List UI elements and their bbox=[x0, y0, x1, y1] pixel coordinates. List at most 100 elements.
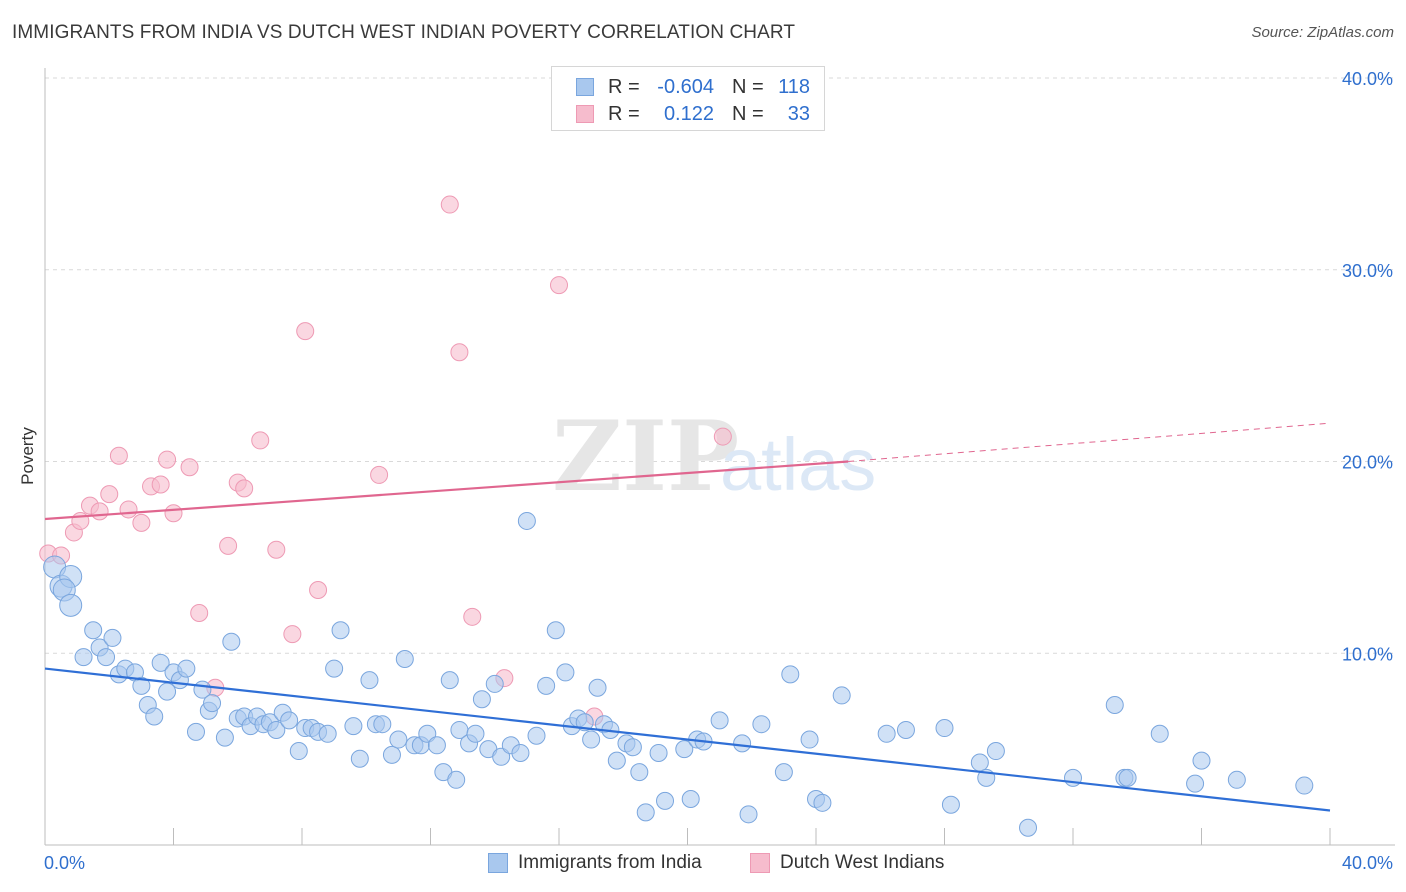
legend-n-label: N = bbox=[732, 75, 764, 98]
data-point-dutch-west-indians bbox=[190, 603, 209, 622]
data-point-immigrants-from-india bbox=[203, 694, 222, 713]
data-point-immigrants-from-india bbox=[373, 715, 392, 734]
trend-lines bbox=[44, 422, 1331, 812]
data-point-dutch-west-indians bbox=[309, 580, 328, 599]
data-point-immigrants-from-india bbox=[935, 719, 954, 738]
data-point-immigrants-from-india bbox=[360, 671, 379, 690]
data-point-immigrants-from-india bbox=[675, 740, 694, 759]
data-point-immigrants-from-india bbox=[59, 593, 83, 617]
data-point-immigrants-from-india bbox=[556, 663, 575, 682]
legend-r-label: R = bbox=[608, 102, 640, 125]
data-point-immigrants-from-india bbox=[350, 749, 369, 768]
data-point-immigrants-from-india bbox=[877, 724, 896, 743]
trend-line-dutch-extension bbox=[848, 422, 1331, 462]
data-point-immigrants-from-india bbox=[710, 711, 729, 730]
data-point-immigrants-from-india bbox=[681, 789, 700, 808]
data-point-dutch-west-indians bbox=[450, 343, 469, 362]
chart-title: IMMIGRANTS FROM INDIA VS DUTCH WEST INDI… bbox=[12, 22, 796, 43]
data-point-immigrants-from-india bbox=[1227, 770, 1246, 789]
data-point-immigrants-from-india bbox=[1186, 774, 1205, 793]
data-point-dutch-west-indians bbox=[267, 540, 286, 559]
data-point-immigrants-from-india bbox=[630, 763, 649, 782]
data-point-immigrants-from-india bbox=[492, 747, 511, 766]
data-point-immigrants-from-india bbox=[325, 659, 344, 678]
data-point-immigrants-from-india bbox=[970, 753, 989, 772]
legend-n-label: N = bbox=[732, 102, 764, 125]
data-point-immigrants-from-india bbox=[739, 805, 758, 824]
data-point-immigrants-from-india bbox=[145, 707, 164, 726]
data-point-immigrants-from-india bbox=[813, 793, 832, 812]
data-point-immigrants-from-india bbox=[132, 676, 151, 695]
data-point-immigrants-from-india bbox=[267, 720, 286, 739]
x-tick-label: 40.0% bbox=[1342, 853, 1393, 873]
trend-line-dutch bbox=[44, 460, 849, 521]
tick-labels: 10.0% 20.0% 30.0% 40.0% 0.0% 40.0% bbox=[44, 69, 1393, 873]
data-point-dutch-west-indians bbox=[180, 458, 199, 477]
data-point-immigrants-from-india bbox=[800, 730, 819, 749]
data-point-immigrants-from-india bbox=[1105, 696, 1124, 715]
data-point-immigrants-from-india bbox=[656, 791, 675, 810]
data-point-immigrants-from-india bbox=[511, 743, 530, 762]
data-point-immigrants-from-india bbox=[395, 650, 414, 669]
data-point-immigrants-from-india bbox=[774, 763, 793, 782]
data-point-immigrants-from-india bbox=[752, 715, 771, 734]
data-point-immigrants-from-india bbox=[537, 676, 556, 695]
legend-row-india: R = -0.604 N = 118 bbox=[576, 75, 810, 99]
data-point-immigrants-from-india bbox=[832, 686, 851, 705]
data-point-dutch-west-indians bbox=[463, 607, 482, 626]
data-point-immigrants-from-india bbox=[318, 724, 337, 743]
data-point-immigrants-from-india bbox=[331, 621, 350, 640]
data-point-immigrants-from-india bbox=[447, 770, 466, 789]
data-point-immigrants-from-india bbox=[1192, 751, 1211, 770]
data-point-immigrants-from-india bbox=[1118, 768, 1137, 787]
data-point-immigrants-from-india bbox=[427, 736, 446, 755]
data-point-immigrants-from-india bbox=[222, 632, 241, 651]
data-point-dutch-west-indians bbox=[550, 276, 568, 295]
x-tick-label: 0.0% bbox=[44, 853, 85, 873]
data-point-immigrants-from-india bbox=[485, 674, 504, 693]
immigrants-from-india-points bbox=[43, 511, 1314, 837]
data-point-dutch-west-indians bbox=[283, 625, 302, 644]
data-point-immigrants-from-india bbox=[527, 726, 546, 745]
data-point-immigrants-from-india bbox=[607, 751, 626, 770]
data-point-immigrants-from-india bbox=[1150, 724, 1169, 743]
y-axis-label: Poverty bbox=[18, 427, 37, 485]
data-point-immigrants-from-india bbox=[517, 511, 536, 530]
data-point-immigrants-from-india bbox=[440, 671, 459, 690]
legend-swatch-blue bbox=[488, 853, 508, 873]
data-point-dutch-west-indians bbox=[164, 504, 183, 523]
legend-label-dutch: Dutch West Indians bbox=[780, 852, 945, 873]
data-point-dutch-west-indians bbox=[440, 195, 459, 214]
legend-r-value: -0.604 bbox=[657, 75, 714, 98]
y-tick-label: 40.0% bbox=[1342, 69, 1393, 89]
data-point-dutch-west-indians bbox=[251, 431, 270, 450]
data-point-immigrants-from-india bbox=[215, 728, 234, 747]
data-point-dutch-west-indians bbox=[151, 475, 170, 494]
data-point-dutch-west-indians bbox=[235, 479, 254, 498]
data-point-dutch-west-indians bbox=[100, 485, 119, 504]
data-point-dutch-west-indians bbox=[296, 322, 315, 341]
legend-item-dutch: Dutch West Indians bbox=[750, 852, 944, 874]
y-tick-label: 10.0% bbox=[1342, 644, 1393, 664]
data-point-immigrants-from-india bbox=[103, 628, 122, 647]
data-point-dutch-west-indians bbox=[158, 450, 177, 469]
y-tick-label: 20.0% bbox=[1342, 453, 1393, 473]
data-point-immigrants-from-india bbox=[466, 724, 485, 743]
legend-swatch-pink bbox=[750, 853, 770, 873]
legend-n-value: 33 bbox=[787, 102, 810, 125]
data-point-immigrants-from-india bbox=[74, 648, 93, 667]
source-credit: Source: ZipAtlas.com bbox=[1251, 24, 1394, 41]
data-point-immigrants-from-india bbox=[151, 653, 170, 672]
legend-item-india: Immigrants from India bbox=[488, 852, 702, 874]
data-point-immigrants-from-india bbox=[781, 665, 800, 684]
data-point-immigrants-from-india bbox=[1295, 776, 1314, 795]
legend-swatch-blue bbox=[576, 78, 594, 96]
data-point-immigrants-from-india bbox=[1019, 818, 1038, 837]
data-point-immigrants-from-india bbox=[986, 742, 1005, 761]
data-point-immigrants-from-india bbox=[289, 742, 308, 761]
y-tick-label: 30.0% bbox=[1342, 261, 1393, 281]
data-point-immigrants-from-india bbox=[636, 803, 655, 822]
axes bbox=[44, 68, 1395, 846]
data-point-dutch-west-indians bbox=[109, 446, 128, 465]
